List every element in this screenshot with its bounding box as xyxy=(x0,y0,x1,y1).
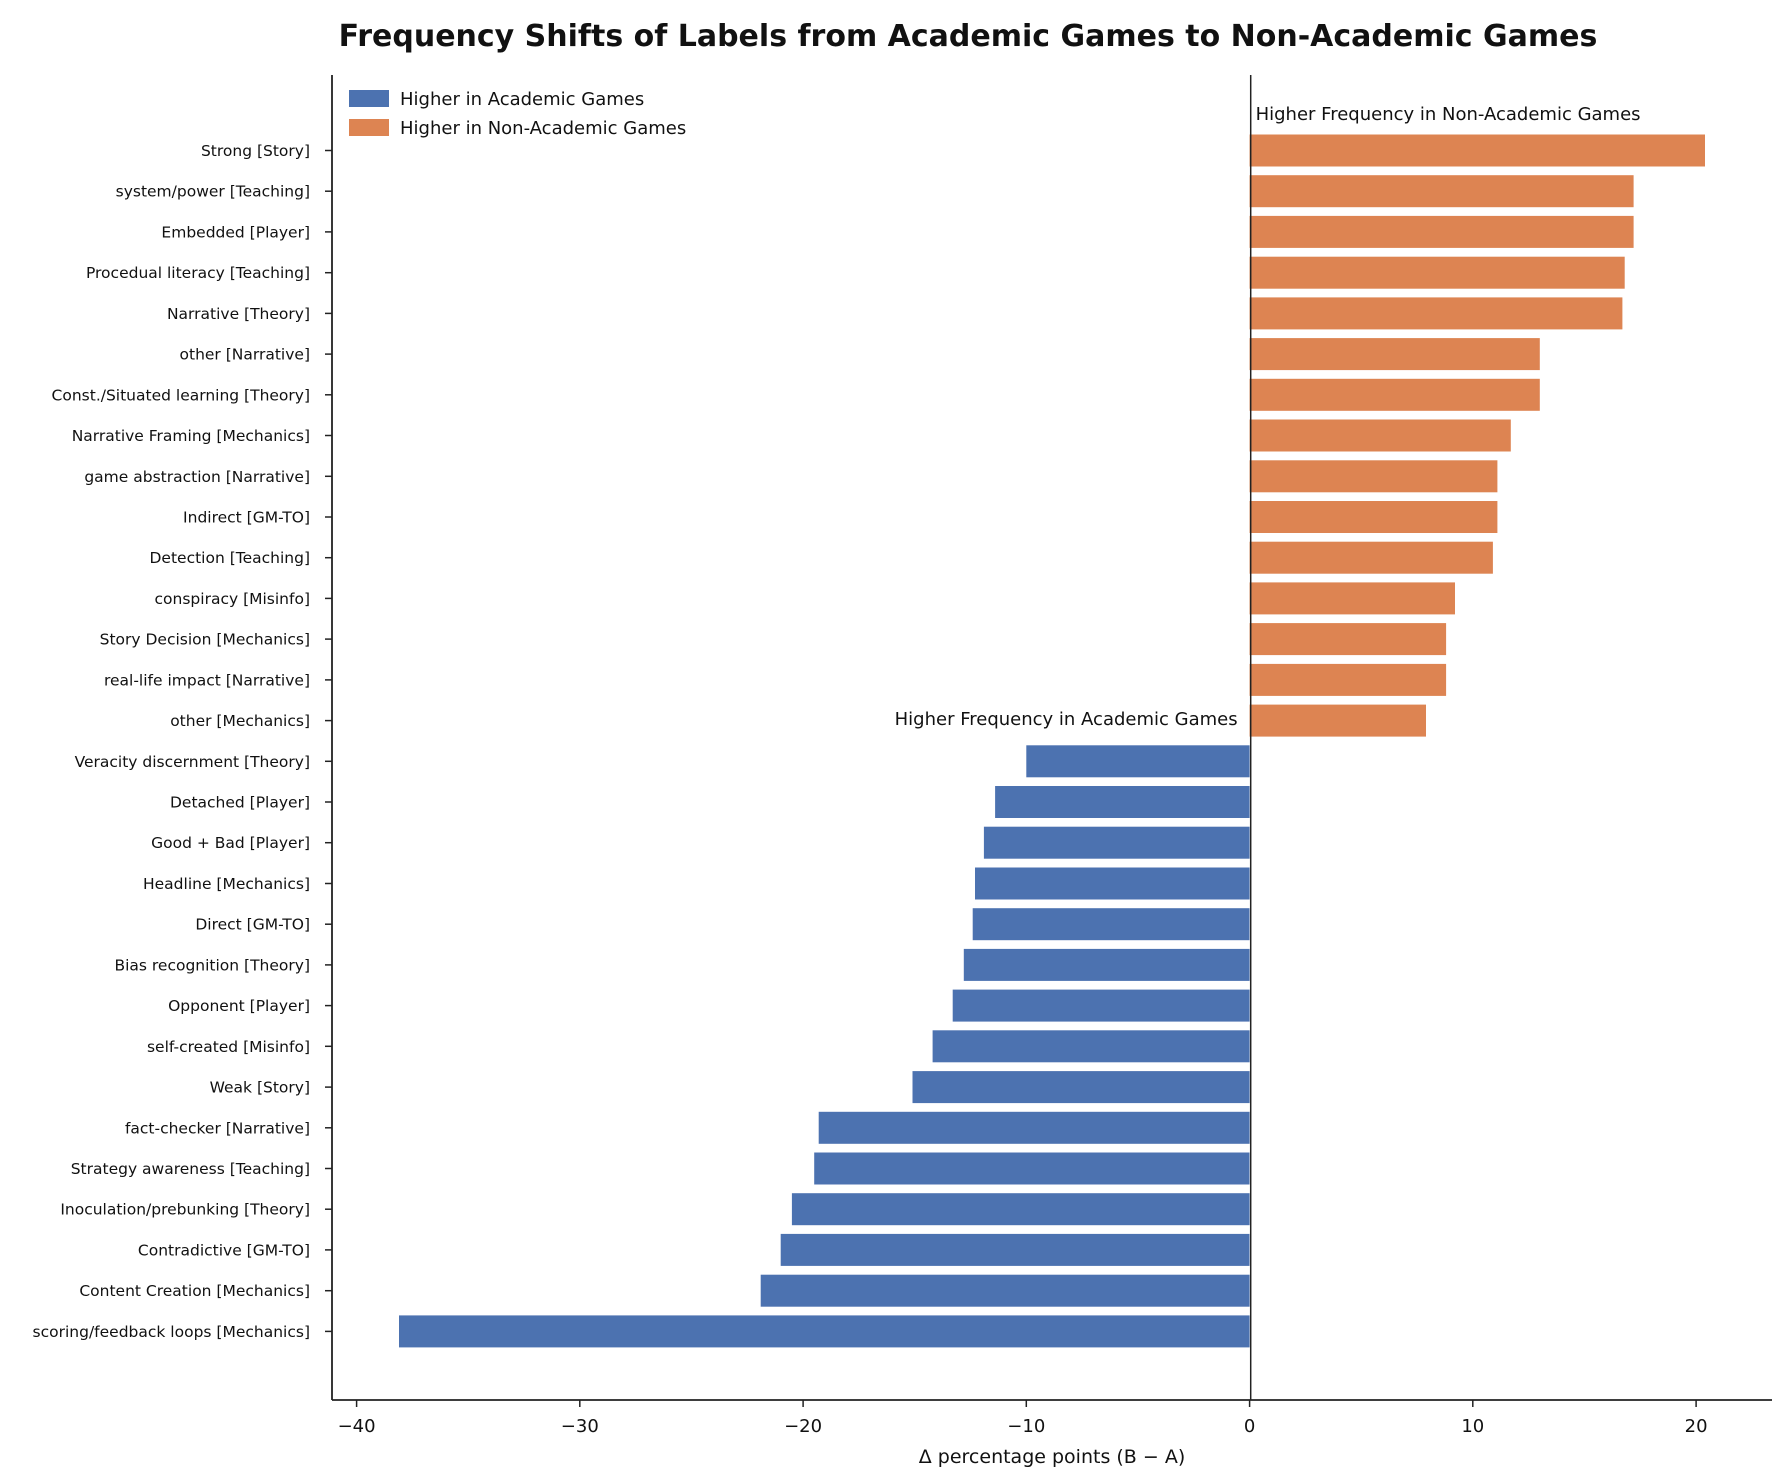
bar-0 xyxy=(1249,134,1705,167)
category-label-23: Weak [Story] xyxy=(210,1079,310,1097)
category-label-22: self-created [Misinfo] xyxy=(147,1038,310,1056)
x-axis-title: Δ percentage points (B − A) xyxy=(919,1446,1186,1468)
x-tick-label-1: −30 xyxy=(561,1416,599,1437)
bar-11 xyxy=(1249,582,1455,615)
category-label-11: conspiracy [Misinfo] xyxy=(155,590,310,608)
chart-title: Frequency Shifts of Labels from Academic… xyxy=(339,19,1598,54)
x-tick-label-5: 10 xyxy=(1461,1416,1484,1437)
bar-3 xyxy=(1249,256,1625,289)
category-label-24: fact-checker [Narrative] xyxy=(125,1119,310,1137)
category-label-8: game abstraction [Narrative] xyxy=(84,468,310,486)
category-label-1: system/power [Teaching] xyxy=(116,183,310,201)
category-label-12: Story Decision [Mechanics] xyxy=(100,631,310,649)
bar-27 xyxy=(780,1233,1250,1266)
bar-10 xyxy=(1249,541,1493,574)
category-label-6: Const./Situated learning [Theory] xyxy=(52,386,310,404)
bar-4 xyxy=(1249,297,1623,330)
bar-2 xyxy=(1249,215,1634,248)
category-label-17: Good + Bad [Player] xyxy=(151,834,310,852)
bar-19 xyxy=(972,908,1250,941)
legend-swatch-nonacademic xyxy=(349,119,389,136)
category-label-9: Indirect [GM-TO] xyxy=(183,509,310,527)
legend-label-nonacademic: Higher in Non-Academic Games xyxy=(400,118,686,139)
x-tick-label-2: −20 xyxy=(784,1416,822,1437)
x-tick-label-3: −10 xyxy=(1007,1416,1045,1437)
bar-7 xyxy=(1249,419,1511,452)
bar-14 xyxy=(1249,704,1426,737)
category-labels: Strong [Story] system/power [Teaching] Emb… xyxy=(33,142,332,1341)
legend: Higher in Academic Games Higher in Non-A… xyxy=(349,89,686,139)
bar-6 xyxy=(1249,378,1540,411)
category-label-5: other [Narrative] xyxy=(180,346,310,364)
category-label-25: Strategy awareness [Teaching] xyxy=(71,1160,310,1178)
category-label-19: Direct [GM-TO] xyxy=(195,916,310,934)
bar-12 xyxy=(1249,623,1447,656)
category-label-29: scoring/feedback loops [Mechanics] xyxy=(33,1323,310,1341)
bar-23 xyxy=(912,1071,1250,1104)
bar-8 xyxy=(1249,460,1498,493)
bar-25 xyxy=(814,1152,1250,1185)
category-label-28: Content Creation [Mechanics] xyxy=(79,1282,310,1300)
category-label-21: Opponent [Player] xyxy=(168,997,310,1015)
x-tick-label-4: 0 xyxy=(1244,1416,1255,1437)
category-label-4: Narrative [Theory] xyxy=(167,305,310,323)
category-label-10: Detection [Teaching] xyxy=(149,549,310,567)
annotation-negative: Higher Frequency in Academic Games xyxy=(895,709,1238,730)
bar-20 xyxy=(963,948,1250,981)
bar-13 xyxy=(1249,663,1447,696)
category-label-26: Inoculation/prebunking [Theory] xyxy=(60,1201,310,1219)
bar-16 xyxy=(995,786,1250,818)
category-label-20: Bias recognition [Theory] xyxy=(114,956,310,974)
bar-5 xyxy=(1249,338,1540,371)
x-tick-label-0: −40 xyxy=(338,1416,376,1437)
bar-29 xyxy=(399,1315,1250,1348)
bar-17 xyxy=(983,826,1250,859)
category-label-16: Detached [Player] xyxy=(170,794,310,812)
bar-15 xyxy=(1026,745,1250,778)
category-label-7: Narrative Framing [Mechanics] xyxy=(72,427,310,445)
bar-9 xyxy=(1249,501,1498,533)
category-label-2: Embedded [Player] xyxy=(161,223,310,241)
legend-swatch-academic xyxy=(349,90,389,107)
bar-28 xyxy=(760,1274,1250,1307)
category-label-27: Contradictive [GM-TO] xyxy=(138,1241,310,1259)
category-label-13: real-life impact [Narrative] xyxy=(104,671,310,689)
bar-1 xyxy=(1249,175,1634,208)
legend-label-academic: Higher in Academic Games xyxy=(400,89,644,110)
bar-24 xyxy=(818,1111,1250,1144)
category-label-0: Strong [Story] xyxy=(201,142,310,160)
annotation-positive: Higher Frequency in Non-Academic Games xyxy=(1256,104,1641,125)
bar-22 xyxy=(932,1030,1250,1063)
bar-21 xyxy=(952,989,1250,1022)
category-label-18: Headline [Mechanics] xyxy=(143,875,310,893)
category-label-15: Veracity discernment [Theory] xyxy=(75,753,310,771)
category-label-3: Procedual literacy [Teaching] xyxy=(86,264,310,282)
x-tick-label-6: 20 xyxy=(1685,1416,1708,1437)
bar-18 xyxy=(975,867,1250,900)
bar-26 xyxy=(791,1193,1250,1226)
bars-group xyxy=(399,134,1705,1348)
x-axis-ticks: −40 −30 −20 −10 0 10 20 xyxy=(338,1400,1708,1437)
category-label-14: other [Mechanics] xyxy=(170,712,310,730)
